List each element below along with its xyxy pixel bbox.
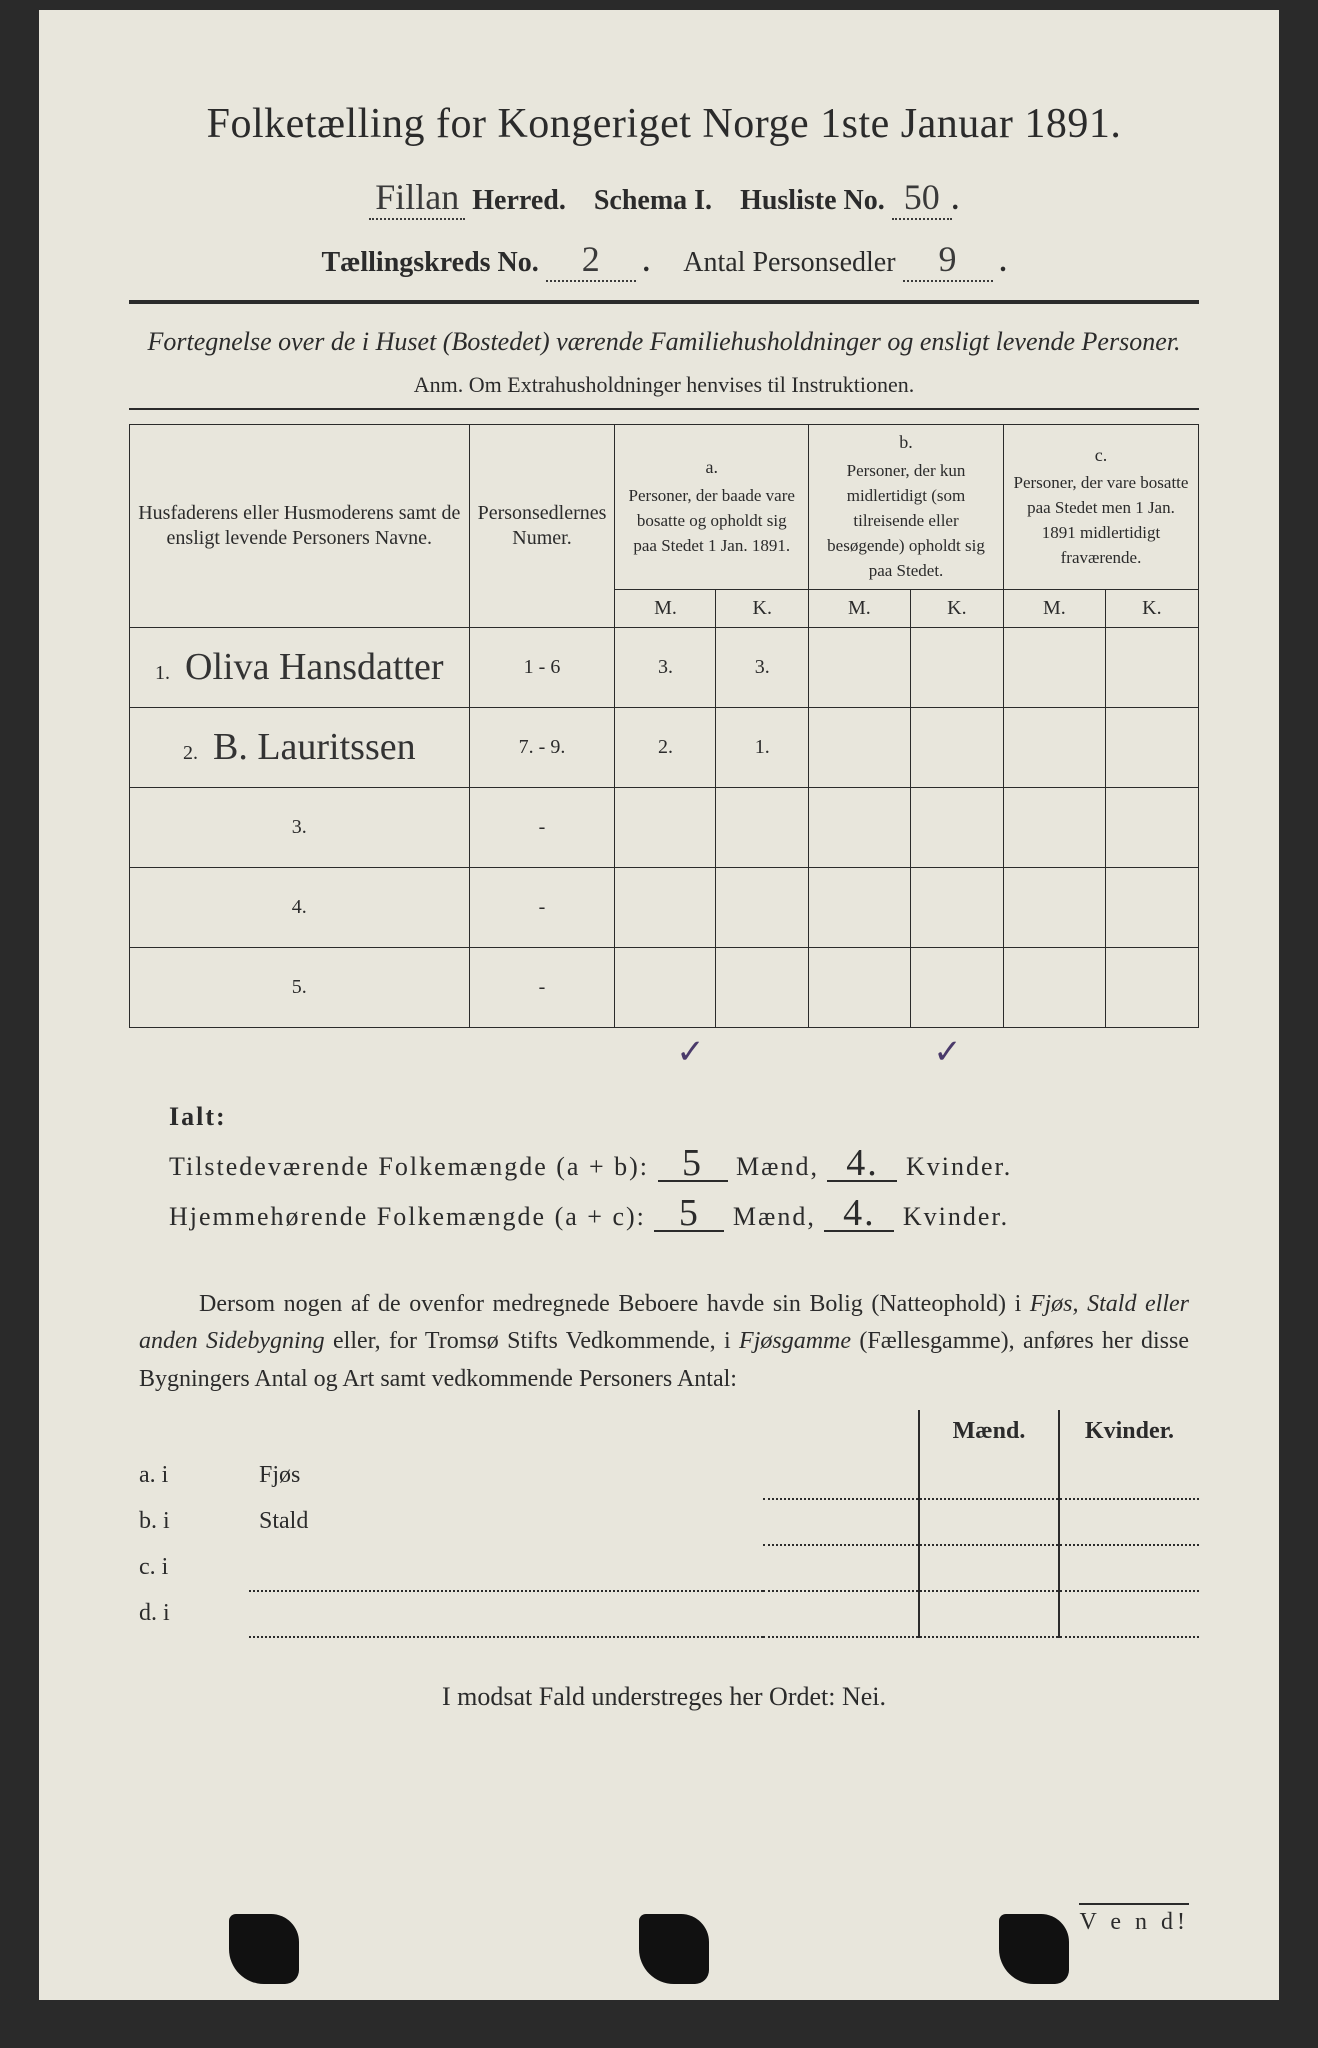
header-line-1: Fillan Herred. Schema I. Husliste No. 50… (129, 176, 1199, 220)
households-table: Husfaderens eller Husmoderens samt de en… (129, 424, 1199, 1028)
col-c-k: K. (1105, 589, 1198, 627)
totals-block: Ialt: Tilstedeværende Folkemængde (a + b… (169, 1102, 1179, 1232)
herred-label: Herred. (472, 185, 566, 216)
mk-kvinder-header: Kvinder. (1059, 1410, 1199, 1453)
ab-kvinder: 4. (827, 1146, 897, 1182)
anm-note: Anm. Om Extrahusholdninger henvises til … (129, 372, 1199, 398)
mk-row: c. i (129, 1545, 1199, 1591)
kreds-label: Tællingskreds No. (321, 247, 538, 278)
table-row: 4. - (130, 867, 1199, 947)
col-b: b. Personer, der kun midlertidigt (som t… (809, 425, 1004, 590)
mk-maend-header: Mænd. (919, 1410, 1059, 1453)
table-row: 2. B. Lauritssen 7. - 9. 2. 1. (130, 707, 1199, 787)
ab-maend: 5 (658, 1146, 728, 1182)
ac-kvinder: 4. (824, 1196, 894, 1232)
subtitle: Fortegnelse over de i Huset (Bostedet) v… (129, 324, 1199, 360)
census-form-page: Folketælling for Kongeriget Norge 1ste J… (39, 10, 1279, 2000)
col-b-k: K. (910, 589, 1003, 627)
schema-label: Schema I. (594, 185, 712, 216)
antal-value: 9 (903, 238, 993, 282)
col-c-m: M. (1003, 589, 1105, 627)
kreds-value: 2 (546, 238, 636, 282)
col-a-k: K. (716, 589, 809, 627)
mk-row: b. i Stald (129, 1499, 1199, 1545)
husliste-label: Husliste No. (740, 185, 885, 216)
ialt-label: Ialt: (169, 1102, 1179, 1132)
col-b-m: M. (809, 589, 911, 627)
totals-ab: Tilstedeværende Folkemængde (a + b): 5 M… (169, 1146, 1179, 1182)
punch-hole-icon (229, 1914, 299, 1984)
husliste-value: 50 (892, 176, 952, 220)
check-marks: ✓ ✓ (129, 1032, 1199, 1072)
side-building-paragraph: Dersom nogen af de ovenfor medregnede Be… (139, 1286, 1189, 1398)
col-a-m: M. (615, 589, 716, 627)
punch-hole-icon (639, 1914, 709, 1984)
col-names: Husfaderens eller Husmoderens samt de en… (130, 425, 470, 628)
rule-thick-1 (129, 300, 1199, 304)
punch-hole-icon (999, 1914, 1069, 1984)
page-title: Folketælling for Kongeriget Norge 1ste J… (129, 100, 1199, 148)
nei-line: I modsat Fald understreges her Ordet: Ne… (129, 1682, 1199, 1712)
ac-maend: 5 (654, 1196, 724, 1232)
side-building-table: Mænd. Kvinder. a. i Fjøs b. i Stald c. i… (129, 1410, 1199, 1638)
table-body: 1. Oliva Hansdatter 1 - 6 3. 3. 2. B. La… (130, 627, 1199, 1027)
antal-label: Antal Personsedler (683, 247, 895, 278)
mk-row: d. i (129, 1591, 1199, 1637)
herred-value: Fillan (369, 176, 465, 220)
vend-label: V e n d! (1079, 1903, 1189, 1936)
totals-ac: Hjemmehørende Folkemængde (a + c): 5 Mæn… (169, 1196, 1179, 1232)
col-a: a. Personer, der baade vare bosatte og o… (615, 425, 809, 590)
table-row: 1. Oliva Hansdatter 1 - 6 3. 3. (130, 627, 1199, 707)
table-row: 5. - (130, 947, 1199, 1027)
mk-row: a. i Fjøs (129, 1453, 1199, 1499)
header-line-2: Tællingskreds No. 2 . Antal Personsedler… (129, 238, 1199, 282)
rule-thin-1 (129, 408, 1199, 410)
table-row: 3. - (130, 787, 1199, 867)
col-numer: Personsedlernes Numer. (469, 425, 615, 628)
col-c: c. Personer, der vare bosatte paa Stedet… (1003, 425, 1198, 590)
